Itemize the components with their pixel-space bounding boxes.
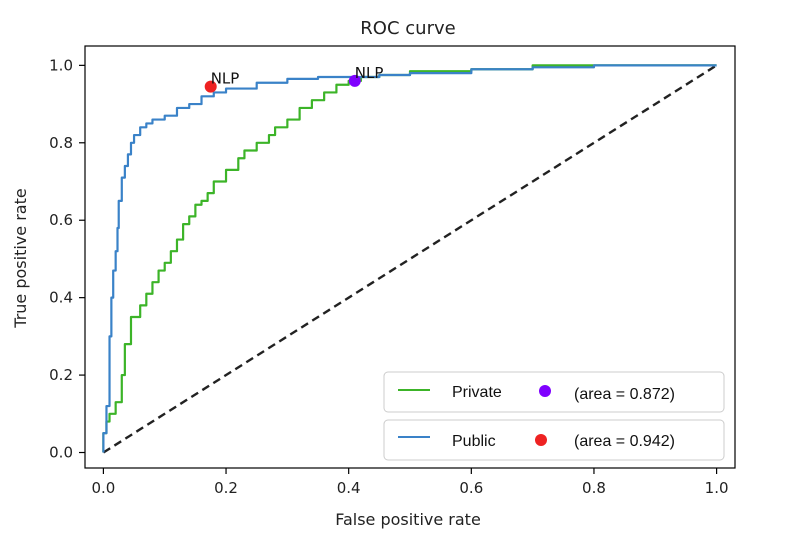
x-axis-label: False positive rate	[335, 510, 481, 529]
y-tick-label: 0.4	[49, 289, 73, 307]
legend-label-public: Public	[452, 433, 496, 450]
legend-area-public: (area = 0.942)	[574, 433, 675, 450]
y-tick-label: 0.0	[49, 444, 73, 462]
roc-curve-public	[102, 64, 717, 453]
nlp-annotation-private: NLP	[355, 64, 384, 82]
y-tick-label: 0.2	[49, 366, 73, 384]
chart-title: ROC curve	[360, 18, 455, 39]
legend-box-public	[383, 419, 725, 461]
legend-box-private	[383, 371, 725, 413]
y-axis-label: True positive rate	[11, 188, 30, 328]
plot-frame	[84, 45, 736, 469]
y-tick-label: 0.6	[49, 211, 73, 229]
nlp-annotation-public: NLP	[211, 70, 240, 88]
x-tick-label: 0.0	[91, 479, 115, 497]
legend-area-private: (area = 0.872)	[574, 386, 675, 403]
y-tick-label: 0.8	[49, 134, 73, 152]
x-tick-label: 1.0	[705, 479, 729, 497]
legend-label-private: Private	[452, 384, 502, 401]
x-tick-label: 0.6	[459, 479, 483, 497]
legend-marker-private	[539, 385, 551, 397]
legend: Private (area = 0.872) Public (area = 0.…	[383, 371, 725, 461]
x-tick-label: 0.2	[214, 479, 238, 497]
nlp-point-public	[204, 80, 217, 93]
y-axis-ticks: 0.0 0.2 0.4 0.6 0.8 1.0	[49, 56, 85, 462]
legend-marker-public	[535, 434, 547, 446]
nlp-point-private	[348, 74, 361, 87]
reference-diagonal-line	[102, 64, 718, 454]
plot-content: NLP NLP	[102, 64, 718, 454]
x-axis-ticks: 0.0 0.2 0.4 0.6 0.8 1.0	[91, 468, 729, 497]
y-tick-label: 1.0	[49, 56, 73, 74]
x-tick-label: 0.4	[337, 479, 361, 497]
x-tick-label: 0.8	[582, 479, 606, 497]
